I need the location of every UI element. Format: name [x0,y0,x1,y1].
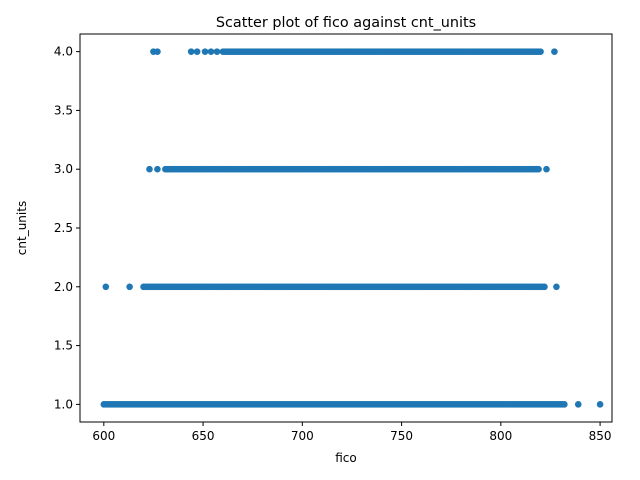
data-point [102,283,110,291]
data-point [154,48,161,55]
y-tick-label: 1.0 [54,397,73,411]
data-point [596,401,604,408]
y-tick-label: 3.5 [54,103,73,117]
data-point [541,283,548,291]
x-axis: 600 650 700 750 800 850 [92,422,612,443]
x-tick-label: 850 [589,429,612,443]
x-tick-label: 800 [489,429,512,443]
x-tick-label: 650 [192,429,215,443]
data-point [146,165,153,173]
y-tick-label: 3.0 [54,162,73,176]
x-axis-label: fico [335,451,357,465]
y-axis: 1.0 1.5 2.0 2.5 3.0 3.5 4.0 [54,45,80,411]
data-point [193,48,201,55]
data-point [561,401,568,408]
data-point [537,48,544,55]
y-tick-label: 1.5 [54,339,73,353]
x-tick-label: 750 [390,429,413,443]
chart-title: Scatter plot of fico against cnt_units [216,15,476,31]
data-point [207,48,215,55]
y-tick-label: 2.0 [54,280,73,294]
data-point [543,165,550,173]
data-point [551,48,558,55]
data-point [574,401,582,408]
data-point [553,283,560,291]
data-point [535,165,542,173]
y-tick-label: 2.5 [54,221,73,235]
data-point [126,283,133,291]
x-tick-label: 700 [291,429,314,443]
x-tick-label: 600 [92,429,115,443]
y-tick-label: 4.0 [54,45,73,59]
data-point [201,48,209,55]
data-point [187,48,195,55]
points-layer [100,48,604,408]
data-point [213,48,221,55]
y-axis-label: cnt_units [15,201,29,255]
data-point [154,165,161,173]
